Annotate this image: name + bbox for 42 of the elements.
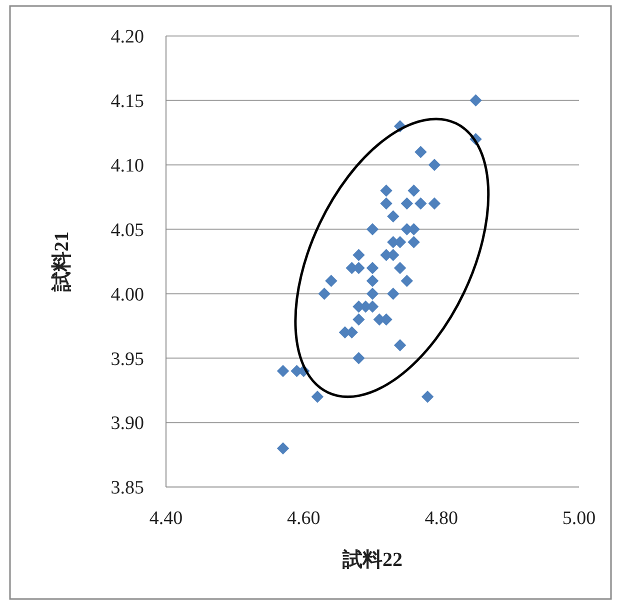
point bbox=[366, 262, 379, 274]
point bbox=[311, 390, 324, 403]
y-tick-label: 4.15 bbox=[110, 91, 144, 112]
point bbox=[366, 223, 379, 236]
point bbox=[325, 274, 338, 287]
point bbox=[400, 274, 414, 287]
point bbox=[408, 184, 420, 197]
x-tick-label: 4.60 bbox=[287, 508, 320, 529]
point bbox=[414, 146, 427, 158]
point bbox=[352, 352, 365, 364]
point bbox=[366, 274, 379, 287]
point bbox=[470, 94, 482, 107]
point bbox=[394, 262, 406, 274]
point bbox=[276, 364, 290, 378]
point bbox=[408, 236, 420, 248]
point bbox=[352, 248, 365, 262]
point bbox=[387, 288, 400, 300]
point bbox=[414, 197, 427, 210]
x-tick-label: 5.00 bbox=[562, 508, 596, 529]
point bbox=[366, 288, 379, 300]
point bbox=[380, 184, 392, 197]
x-tick-label: 4.40 bbox=[149, 508, 183, 529]
y-tick-label: 3.95 bbox=[110, 348, 144, 370]
y-tick-label: 3.85 bbox=[110, 478, 144, 499]
point bbox=[352, 313, 365, 326]
y-tick-label: 4.00 bbox=[110, 284, 144, 306]
point bbox=[318, 288, 330, 300]
y-tick-label: 4.05 bbox=[110, 220, 144, 241]
point bbox=[400, 197, 414, 210]
y-tick-label: 4.20 bbox=[110, 26, 144, 48]
y-axis-title: 試料21 bbox=[50, 232, 73, 292]
x-tick-label: 4.80 bbox=[424, 508, 458, 529]
point bbox=[421, 390, 434, 403]
point bbox=[428, 158, 441, 171]
y-tick-label: 3.90 bbox=[110, 413, 144, 434]
point bbox=[387, 210, 400, 223]
point bbox=[276, 442, 290, 454]
y-tick-label: 4.10 bbox=[110, 156, 144, 177]
point bbox=[394, 339, 406, 352]
point bbox=[380, 197, 392, 210]
point bbox=[428, 197, 441, 210]
x-axis-title: 試料22 bbox=[342, 548, 402, 571]
